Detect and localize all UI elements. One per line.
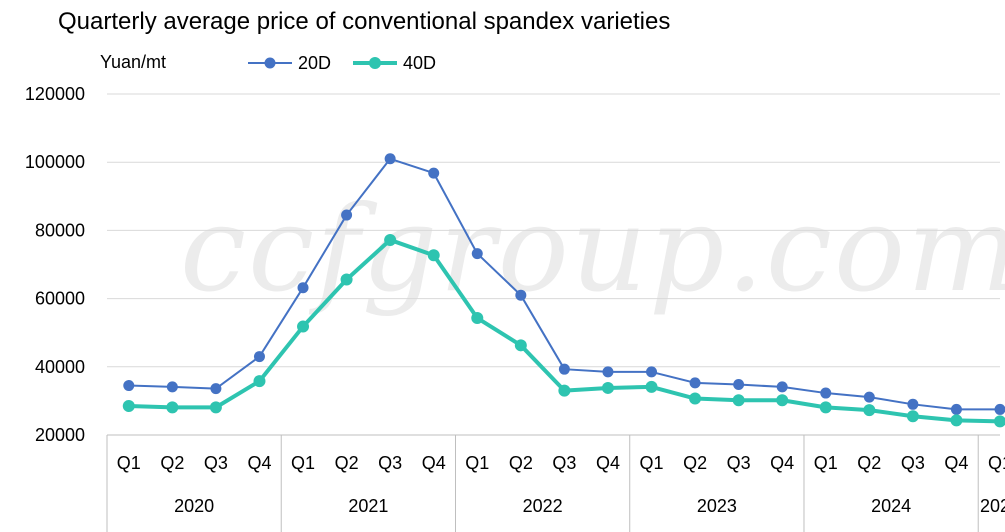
data-point-20d [253,351,265,363]
x-tick-label: Q2 [857,453,881,473]
x-tick-label: Q1 [814,453,838,473]
data-point-40d [427,249,440,262]
data-point-40d [122,400,135,413]
data-point-40d [732,394,745,407]
data-point-40d [297,320,310,333]
data-point-40d [471,312,484,325]
x-tick-label: Q2 [160,453,184,473]
x-tick-label: Q2 [683,453,707,473]
x-tick-label: Q1 [988,453,1005,473]
y-tick-label: 40000 [35,357,85,377]
data-point-20d [558,363,570,375]
x-tick-label: Q3 [204,453,228,473]
data-point-40d [645,380,658,393]
y-tick-label: 60000 [35,289,85,309]
x-tick-label: Q1 [117,453,141,473]
y-axis-unit-label: Yuan/mt [100,52,167,72]
legend-item-20d: 20D [248,53,331,74]
legend-label-40d: 40D [403,52,437,73]
y-tick-label: 80000 [35,220,85,240]
data-point-40d [340,273,353,286]
data-point-20d [994,403,1005,415]
x-tick-label: Q4 [944,453,968,473]
year-label: 2022 [523,496,563,516]
year-label: 2021 [348,496,388,516]
legend-key-20d [248,57,292,69]
data-point-40d [776,394,789,407]
x-tick-label: Q1 [291,453,315,473]
x-tick-label: Q3 [552,453,576,473]
data-point-40d [514,339,527,352]
year-label: 2020 [174,496,214,516]
x-tick-label: Q3 [901,453,925,473]
x-tick-label: Q4 [596,453,620,473]
data-point-20d [907,398,919,410]
year-label: 2024 [871,496,911,516]
data-point-20d [646,366,658,378]
x-tick-label: Q1 [465,453,489,473]
watermark-text: ccfgroup.com [180,180,1005,318]
year-label: 2023 [697,496,737,516]
data-point-40d [819,401,832,414]
x-tick-label: Q4 [422,453,446,473]
data-point-20d [210,383,222,395]
data-point-40d [209,401,222,414]
x-tick-label: Q4 [247,453,271,473]
y-tick-label: 20000 [35,425,85,445]
data-point-40d [950,414,963,427]
data-point-40d [253,375,266,388]
year-label: 2025 [980,496,1005,516]
x-tick-label: Q3 [727,453,751,473]
data-point-40d [994,415,1005,428]
y-tick-label: 100000 [25,152,85,172]
data-point-40d [601,381,614,394]
data-point-20d [166,381,178,393]
data-point-20d [863,391,875,403]
x-tick-label: Q4 [770,453,794,473]
data-point-20d [733,379,745,391]
data-point-20d [384,153,396,165]
data-point-20d [297,282,309,294]
data-point-40d [906,410,919,423]
data-point-40d [384,233,397,246]
data-point-20d [950,403,962,415]
data-point-20d [123,380,135,392]
data-point-40d [689,392,702,405]
data-point-20d [776,381,788,393]
x-tick-label: Q2 [335,453,359,473]
data-point-20d [341,209,353,221]
x-tick-label: Q2 [509,453,533,473]
data-point-20d [820,387,832,399]
data-point-20d [689,377,701,389]
legend: 20D 40D [248,50,458,76]
x-tick-label: Q1 [640,453,664,473]
data-point-20d [602,366,614,378]
legend-item-40d: 40D [353,53,436,74]
y-tick-label: 120000 [25,84,85,104]
legend-key-40d [353,57,398,69]
data-point-20d [515,289,527,301]
data-point-40d [166,401,179,414]
x-tick-label: Q3 [378,453,402,473]
data-point-20d [471,248,483,260]
data-point-40d [558,384,571,397]
chart-title: Quarterly average price of conventional … [58,8,671,35]
legend-label-20d: 20D [298,52,332,73]
data-point-20d [428,167,440,179]
data-point-40d [863,404,876,417]
